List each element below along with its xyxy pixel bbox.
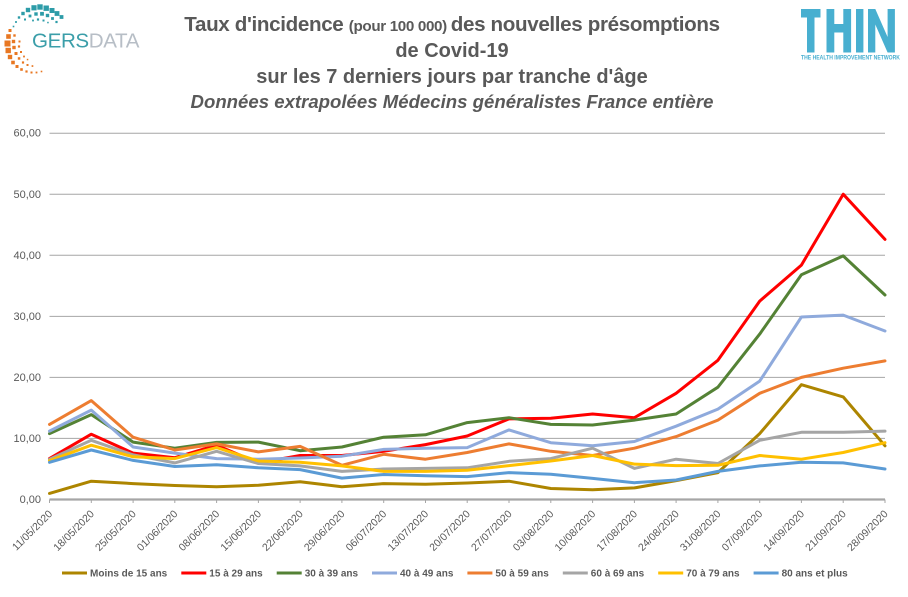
svg-text:sur les 7 derniers jours par t: sur les 7 derniers jours par tranche d'â… bbox=[256, 66, 648, 88]
svg-text:80 ans et plus: 80 ans et plus bbox=[782, 569, 849, 580]
svg-text:40 à 49 ans: 40 à 49 ans bbox=[400, 569, 454, 580]
svg-text:Taux d'incidence (pour 100 000: Taux d'incidence (pour 100 000) des nouv… bbox=[184, 13, 719, 36]
svg-text:10,00: 10,00 bbox=[13, 433, 41, 445]
svg-text:60,00: 60,00 bbox=[13, 128, 41, 140]
svg-text:50,00: 50,00 bbox=[13, 189, 41, 201]
svg-text:Données extrapolées Médecins g: Données extrapolées Médecins généraliste… bbox=[191, 91, 714, 112]
svg-text:30,00: 30,00 bbox=[13, 311, 41, 323]
svg-text:60 à 69 ans: 60 à 69 ans bbox=[591, 569, 645, 580]
svg-text:GERSDATA: GERSDATA bbox=[32, 30, 140, 53]
svg-text:70 à 79 ans: 70 à 79 ans bbox=[686, 569, 740, 580]
svg-text:30 à 39 ans: 30 à 39 ans bbox=[305, 569, 359, 580]
svg-text:15 à 29 ans: 15 à 29 ans bbox=[209, 569, 263, 580]
svg-text:50 à 59 ans: 50 à 59 ans bbox=[495, 569, 549, 580]
svg-text:20,00: 20,00 bbox=[13, 372, 41, 384]
svg-text:Moins de 15 ans: Moins de 15 ans bbox=[90, 569, 168, 580]
svg-text:0,00: 0,00 bbox=[20, 494, 41, 506]
svg-text:THE HEALTH IMPROVEMENT NETWORK: THE HEALTH IMPROVEMENT NETWORK bbox=[801, 55, 900, 62]
svg-text:de Covid-19: de Covid-19 bbox=[395, 40, 508, 62]
svg-text:40,00: 40,00 bbox=[13, 250, 41, 262]
